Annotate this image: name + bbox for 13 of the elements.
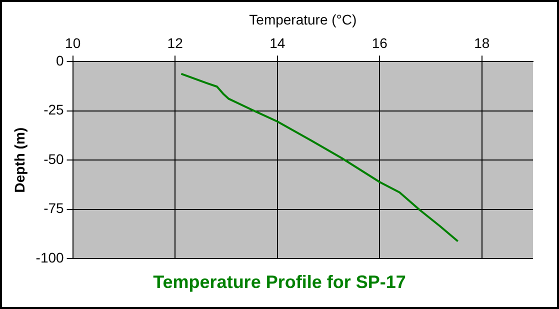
x-axis-title: Temperature (°C) (249, 11, 357, 28)
x-tick-label: 16 (372, 35, 388, 52)
y-tick-label: -75 (44, 200, 64, 216)
y-tick-label: -25 (44, 102, 64, 118)
y-axis-title: Depth (m) (11, 127, 28, 193)
x-tick-label: 14 (270, 35, 286, 52)
x-tick-label: 18 (474, 35, 490, 52)
y-tick-label: -50 (44, 150, 64, 167)
x-tick-label: 10 (65, 35, 81, 52)
y-tick-label: -100 (36, 249, 64, 266)
y-tick-label: 0 (56, 52, 64, 68)
x-tick-label: 12 (167, 35, 184, 52)
text: Temperature Profile for SP-17 (152, 272, 407, 293)
